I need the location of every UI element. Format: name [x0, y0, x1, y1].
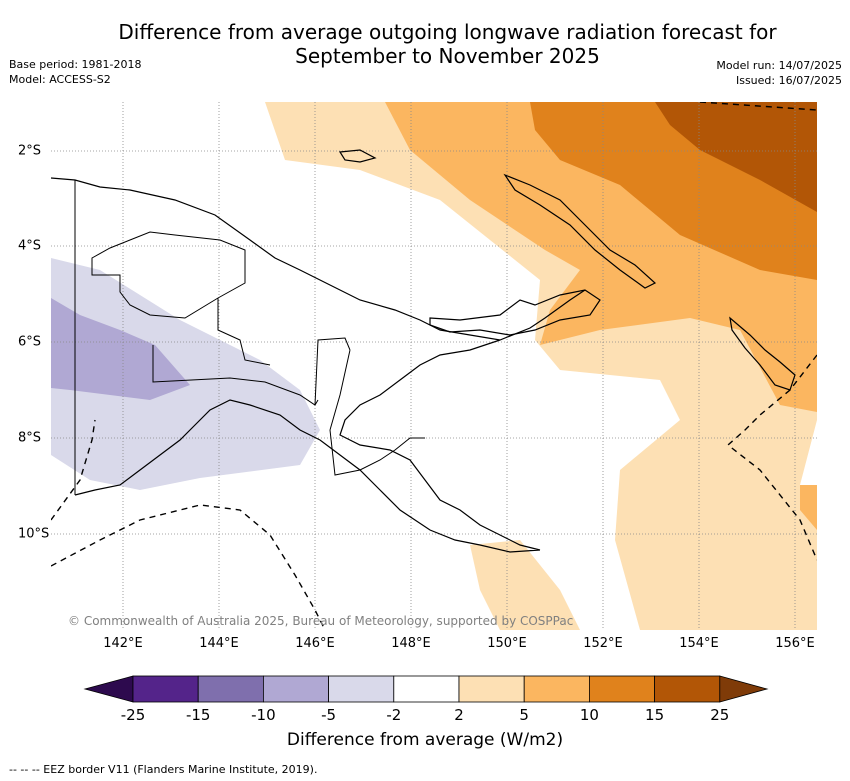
colorbar-segment — [262, 675, 329, 703]
lat-tick-label: 4°S — [18, 238, 42, 254]
lon-tick-label: 142°E — [103, 636, 143, 651]
title-line-1: Difference from average outgoing longwav… — [118, 20, 777, 44]
anomaly-neg-2-5 — [51, 258, 320, 490]
colorbar-tick-label: 2 — [454, 706, 464, 724]
anomaly-2-5-south — [470, 540, 580, 630]
colorbar-segment — [589, 675, 656, 703]
colorbar-tick-label: -5 — [321, 706, 337, 724]
colorbar-segment — [458, 675, 525, 703]
lon-tick-label: 150°E — [487, 636, 527, 651]
model-name: Model: ACCESS-S2 — [9, 73, 111, 86]
colorbar-segment — [654, 675, 721, 703]
graticule — [51, 102, 817, 630]
colorbar-segment — [393, 675, 460, 703]
anomaly-15-25 — [655, 102, 817, 212]
colorbar-segment — [197, 675, 264, 703]
map-area — [51, 102, 817, 630]
colorbar-tick-label: 5 — [519, 706, 529, 724]
colorbar-label: Difference from average (W/m2) — [286, 730, 564, 750]
colorbar-tick-label: 15 — [645, 706, 665, 724]
anomaly-neg-5-10 — [51, 298, 190, 400]
colorbar-segment — [523, 675, 590, 703]
colorbar-max-arrow — [719, 675, 769, 703]
colorbar-tick-label: 10 — [579, 706, 599, 724]
lon-tick-label: 146°E — [295, 636, 335, 651]
base-period: Base period: 1981-2018 — [9, 58, 142, 71]
anomaly-5-10-east — [800, 485, 817, 530]
lon-tick-label: 148°E — [391, 636, 431, 651]
province-borders — [74, 180, 425, 495]
map-title: Difference from average outgoing longwav… — [95, 20, 800, 68]
meta-right: Model run: 14/07/2025 Issued: 16/07/2025 — [716, 58, 842, 88]
colorbar-tick-label: -15 — [185, 706, 211, 724]
meta-left: Base period: 1981-2018 Model: ACCESS-S2 — [9, 57, 141, 87]
lat-tick-label: 8°S — [18, 430, 42, 446]
eez-borders — [51, 102, 817, 630]
colorbar-tick-label: -10 — [251, 706, 276, 724]
lat-tick-label: 6°S — [18, 334, 42, 350]
lon-tick-label: 152°E — [583, 636, 623, 651]
lat-tick-label: 2°S — [18, 143, 42, 159]
lon-tick-label: 154°E — [679, 636, 719, 651]
new-ireland-coast — [503, 173, 657, 289]
coastlines — [51, 149, 796, 553]
colorbar-tick-label: -2 — [386, 706, 402, 724]
issued-date: Issued: 16/07/2025 — [735, 74, 842, 87]
lon-tick-label: 144°E — [199, 636, 239, 651]
colorbar-tick-label: 25 — [710, 706, 730, 724]
colorbar-segment — [132, 675, 199, 703]
copyright-notice: © Commonwealth of Australia 2025, Bureau… — [68, 614, 574, 628]
model-run: Model run: 14/07/2025 — [716, 59, 842, 72]
colorbar-min-arrow — [83, 675, 134, 703]
footer-note: -- -- -- EEZ border V11 (Flanders Marine… — [9, 763, 318, 776]
colorbar — [83, 675, 769, 703]
lat-tick-label: 10°S — [18, 526, 50, 542]
title-line-2: September to November 2025 — [295, 44, 600, 68]
colorbar-segment — [328, 675, 395, 703]
colorbar-tick-label: -25 — [120, 706, 146, 724]
lon-tick-label: 156°E — [775, 636, 815, 651]
new-britain-coast — [429, 289, 601, 336]
new-guinea-coast — [51, 177, 586, 553]
manus-coast — [338, 149, 377, 163]
